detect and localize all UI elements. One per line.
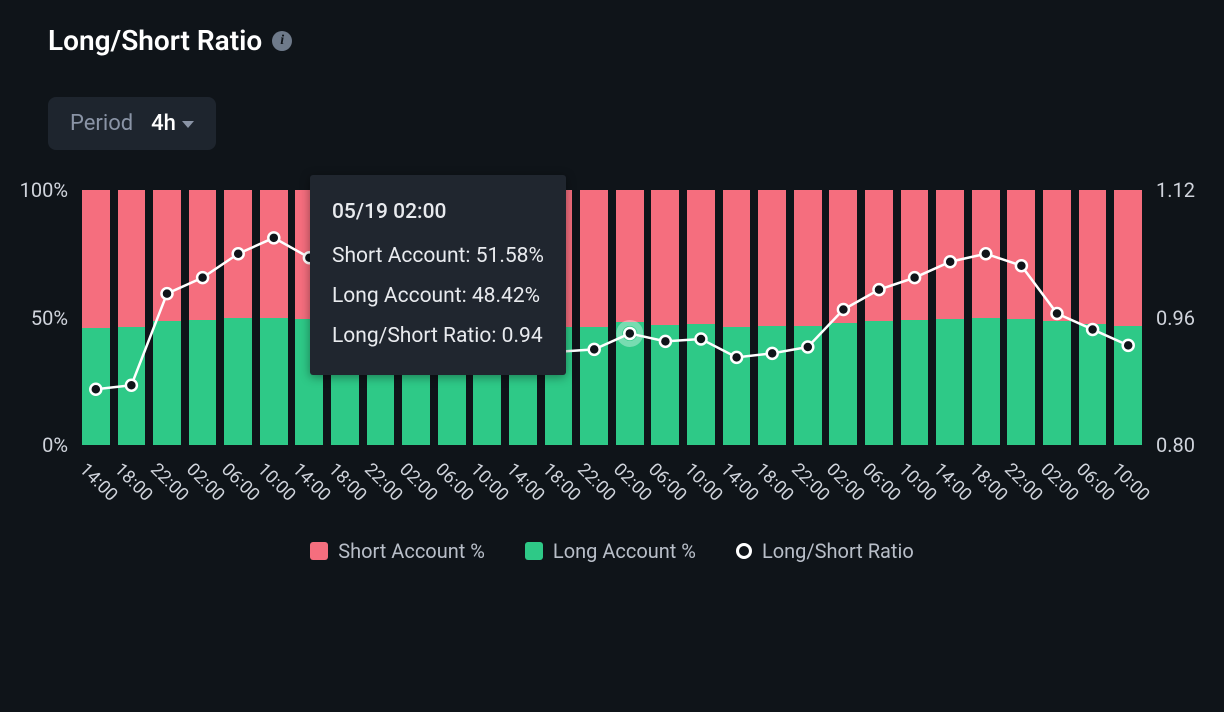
chevron-down-icon [182,121,194,128]
swatch-long [525,542,543,560]
title-row: Long/Short Ratio i [48,24,1176,57]
swatch-short [310,542,328,560]
legend: Short Account % Long Account % Long/Shor… [78,539,1146,563]
y-axis-left: 0%50%100% [8,190,68,445]
legend-short[interactable]: Short Account % [310,539,485,563]
period-selector[interactable]: Period 4h [48,97,216,150]
legend-long[interactable]: Long Account % [525,539,696,563]
legend-ratio[interactable]: Long/Short Ratio [736,539,914,563]
x-axis: 14:0018:0022:0002:0006:0010:0014:0018:00… [78,449,1146,529]
period-value: 4h [151,111,194,136]
tooltip-row: Short Account: 51.58% [332,237,544,277]
plot-area[interactable]: 05/19 02:00Short Account: 51.58%Long Acc… [78,190,1146,445]
y-axis-right: 0.800.961.12 [1156,190,1216,445]
period-label: Period [70,111,133,136]
swatch-ratio [736,543,752,559]
tooltip: 05/19 02:00Short Account: 51.58%Long Acc… [310,175,566,375]
tooltip-row: Long Account: 48.42% [332,277,544,317]
info-icon[interactable]: i [272,31,292,51]
tooltip-title: 05/19 02:00 [332,193,544,233]
chart-title: Long/Short Ratio [48,24,262,57]
line-layer [78,190,1146,445]
chart: 0%50%100% 0.800.961.12 05/19 02:00Short … [78,190,1146,563]
chart-panel: Long/Short Ratio i Period 4h 0%50%100% 0… [0,0,1224,712]
tooltip-row: Long/Short Ratio: 0.94 [332,317,544,357]
